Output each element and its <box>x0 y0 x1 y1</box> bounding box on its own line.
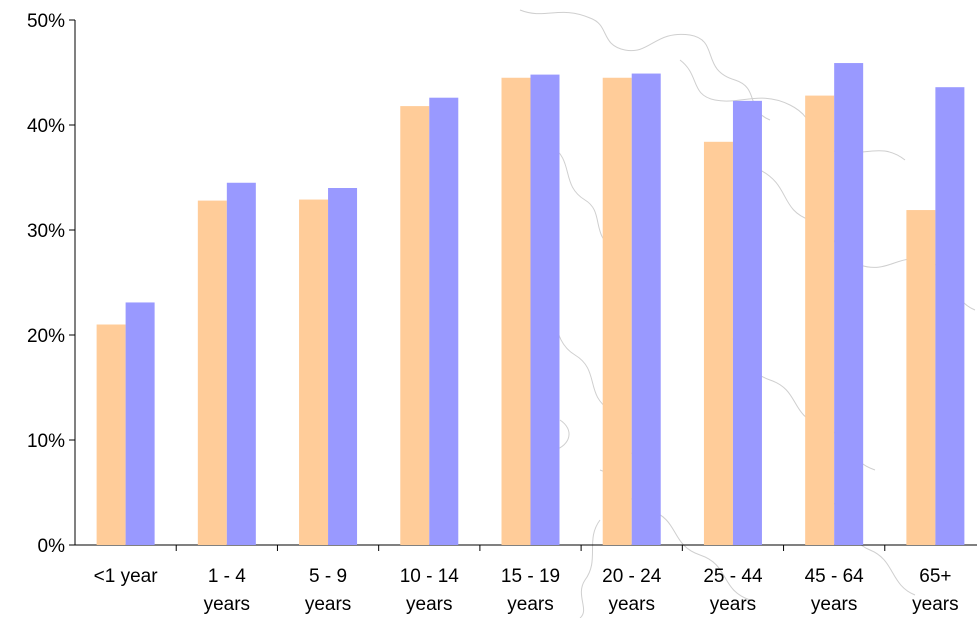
bar-series-1 <box>602 77 632 545</box>
bar-series-2 <box>530 74 560 545</box>
x-tick-label-line: years <box>811 594 857 615</box>
bar-series-1 <box>299 199 329 546</box>
bar-series-1 <box>197 200 227 545</box>
y-tick-label: 40% <box>27 116 65 137</box>
x-tick-label-line: years <box>912 594 958 615</box>
x-tick-label-line: 25 - 44 <box>703 566 763 587</box>
y-tick-label: 50% <box>27 11 65 32</box>
x-tick-label-line: years <box>710 594 756 615</box>
x-tick-label-line: 5 - 9 <box>309 566 347 587</box>
x-tick-label-line: years <box>305 594 351 615</box>
x-tick-label-line: 15 - 19 <box>501 566 560 587</box>
y-tick-label: 30% <box>27 221 65 242</box>
x-tick-label-line: 1 - 4 <box>208 566 246 587</box>
x-tick-label: 15 - 19 years <box>501 566 560 615</box>
x-tick-label-line: years <box>507 594 553 615</box>
y-tick-label: 10% <box>27 431 65 452</box>
bar-series-1 <box>805 95 835 545</box>
x-tick-label-line: years <box>406 594 452 615</box>
bar-series-2 <box>226 182 256 545</box>
bar-series-2 <box>328 188 358 545</box>
bar-series-1 <box>703 141 733 546</box>
x-tick-label-line: <1 year <box>94 566 159 587</box>
x-tick-label: 45 - 64 years <box>805 566 865 615</box>
y-axis-ticks: 0% 10% 20% 30% 40% 50% <box>27 11 75 557</box>
x-tick-label-line: 65+ <box>919 566 951 587</box>
x-tick-label: 1 - 4 years <box>204 566 250 615</box>
bar-series-1 <box>96 324 126 545</box>
bar-series-2 <box>125 302 155 545</box>
x-axis-ticks <box>175 545 886 551</box>
bar-series-2 <box>935 87 965 545</box>
bar-series-1 <box>906 210 936 546</box>
bars <box>96 63 965 546</box>
x-tick-label: <1 year <box>94 566 159 587</box>
bar-series-1 <box>501 77 531 545</box>
x-tick-label-line: 20 - 24 <box>602 566 662 587</box>
y-tick-label: 0% <box>38 536 66 557</box>
x-tick-label: 5 - 9 years <box>305 566 351 615</box>
y-tick-label: 20% <box>27 326 65 347</box>
x-tick-label-line: 10 - 14 <box>400 566 460 587</box>
x-tick-label: 10 - 14 years <box>400 566 460 615</box>
x-tick-label-line: 45 - 64 <box>805 566 865 587</box>
x-tick-label: 20 - 24 years <box>602 566 662 615</box>
x-tick-label-line: years <box>204 594 250 615</box>
bar-series-2 <box>631 73 661 546</box>
x-tick-label: 65+ years <box>912 566 958 615</box>
x-tick-label-line: years <box>608 594 654 615</box>
bar-series-2 <box>429 97 459 545</box>
bar-series-2 <box>732 100 762 545</box>
bar-series-1 <box>400 106 430 545</box>
x-tick-label: 25 - 44 years <box>703 566 763 615</box>
bar-series-2 <box>834 63 864 546</box>
